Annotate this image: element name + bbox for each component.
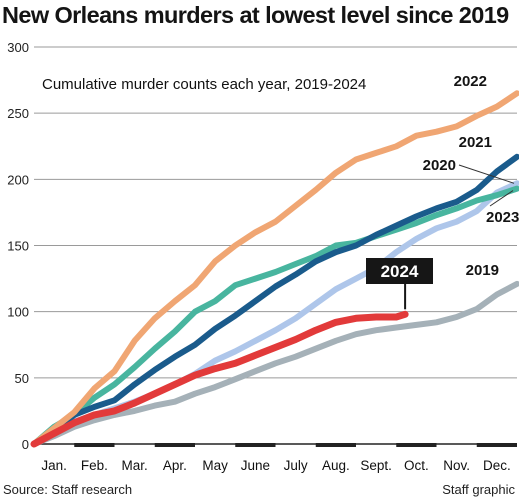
y-tick-label: 50 xyxy=(15,371,29,386)
source-note: Source: Staff research xyxy=(3,482,133,497)
x-tick-label: July xyxy=(284,458,308,473)
leader-line-2023 xyxy=(489,190,514,207)
x-tick-label: June xyxy=(241,458,270,473)
y-tick-label: 200 xyxy=(7,172,29,187)
x-tick-label: Sept. xyxy=(360,458,392,473)
x-tick-label: Nov. xyxy=(443,458,470,473)
series-label-2023: 2023 xyxy=(486,209,519,226)
callout-label: 2024 xyxy=(381,262,419,281)
x-tick-label: Oct. xyxy=(404,458,429,473)
series-line-2022 xyxy=(31,90,519,447)
month-band xyxy=(235,443,276,447)
series-line-2023 xyxy=(31,185,519,447)
callout-box xyxy=(366,258,433,284)
x-tick-label: Mar. xyxy=(121,458,147,473)
x-tick-label: Apr. xyxy=(163,458,187,473)
series-line-2021 xyxy=(31,153,519,447)
series-line-2019 xyxy=(31,280,519,447)
chart-subtitle: Cumulative murder counts each year, 2019… xyxy=(42,76,366,93)
y-tick-label: 300 xyxy=(7,40,29,55)
chart-title: New Orleans murders at lowest level sinc… xyxy=(2,2,509,28)
credit-note: Staff graphic xyxy=(442,482,515,497)
x-tick-label: Dec. xyxy=(483,458,511,473)
x-axis: Jan. Feb. Mar. Apr. May June July Aug. Sept. Oct.… xyxy=(34,443,517,473)
y-tick-label: 150 xyxy=(7,239,29,254)
month-band xyxy=(315,443,356,447)
series-line-2024 xyxy=(30,310,409,448)
y-tick-label: 0 xyxy=(22,437,29,452)
series-label-2019: 2019 xyxy=(466,262,499,279)
gridlines xyxy=(34,46,517,379)
series-label-2020: 2020 xyxy=(423,157,456,174)
x-tick-label: Jan. xyxy=(41,458,67,473)
series-label-2022: 2022 xyxy=(454,73,487,90)
x-tick-label: Feb. xyxy=(81,458,108,473)
month-band xyxy=(396,443,437,447)
y-tick-label: 100 xyxy=(7,305,29,320)
x-tick-label: May xyxy=(202,458,228,473)
y-tick-label: 250 xyxy=(7,106,29,121)
month-band xyxy=(154,443,195,447)
x-tick-label: Aug. xyxy=(322,458,350,473)
callout-2024: 2024 xyxy=(366,258,433,310)
leader-line-2020 xyxy=(458,164,515,184)
series-label-2021: 2021 xyxy=(459,134,492,151)
month-band xyxy=(74,443,115,447)
y-axis-ticks: 0 50 100 150 200 250 300 xyxy=(7,40,29,452)
month-band xyxy=(476,443,517,447)
series-lines xyxy=(30,90,519,448)
